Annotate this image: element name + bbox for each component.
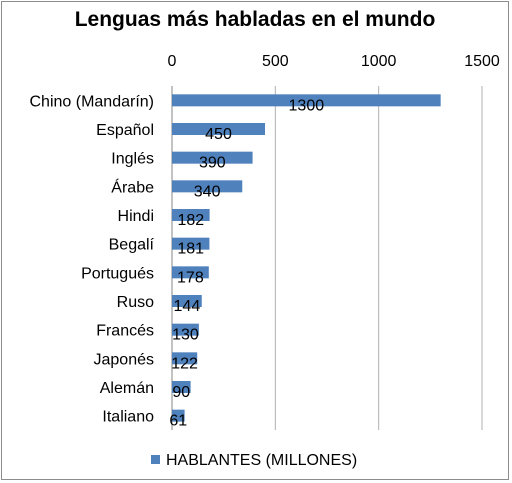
- category-label: Inglés: [111, 151, 154, 168]
- data-label: 130: [172, 327, 199, 344]
- bar: [172, 266, 209, 279]
- x-tick-label-0: 0: [168, 53, 177, 70]
- bars: [172, 94, 441, 422]
- category-label: Alemán: [100, 380, 154, 397]
- data-label: 340: [194, 183, 221, 200]
- category-label: Italiano: [102, 409, 154, 426]
- data-label: 178: [177, 269, 204, 286]
- category-label: Begalí: [109, 237, 155, 254]
- bar: [172, 237, 210, 250]
- category-label: Árabe: [111, 177, 154, 196]
- data-label: 61: [169, 413, 187, 430]
- bar: [172, 151, 253, 164]
- bar: [172, 209, 210, 221]
- gridlines: [171, 86, 483, 430]
- chart-title: Lenguas más habladas en el mundo: [74, 8, 436, 31]
- data-label: 450: [205, 126, 232, 143]
- x-tick-label-1500: 1500: [464, 53, 500, 70]
- x-axis-ticks: 0 500 1000 1500: [168, 53, 500, 70]
- legend: HABLANTES (MILLONES): [151, 452, 357, 469]
- category-label: Ruso: [117, 294, 154, 311]
- bar: [172, 409, 185, 422]
- category-labels: Chino (Mandarín) Español Inglés Árabe Hindi B…: [30, 93, 155, 425]
- category-label: Japonés: [94, 351, 155, 368]
- bar: [172, 352, 198, 365]
- data-label: 1300: [289, 97, 325, 114]
- bar: [172, 180, 243, 193]
- data-label: 90: [172, 384, 190, 401]
- data-label: 182: [177, 212, 204, 229]
- bar: [172, 123, 265, 135]
- category-label: Francés: [96, 323, 154, 340]
- category-label: Español: [96, 122, 154, 139]
- bar: [172, 381, 191, 393]
- category-label: Chino (Mandarín): [30, 93, 155, 110]
- category-label: Portugués: [81, 265, 154, 282]
- data-label: 390: [199, 155, 226, 172]
- x-tick-label-500: 500: [262, 53, 289, 70]
- legend-swatch: [151, 455, 160, 464]
- bar: [172, 323, 199, 336]
- bar: [172, 94, 441, 107]
- data-label: 122: [171, 355, 198, 372]
- legend-label: HABLANTES (MILLONES): [166, 452, 357, 469]
- data-label: 144: [174, 298, 201, 315]
- category-label: Hindi: [118, 208, 154, 225]
- data-labels: 1300 450 390 340 182 181 178 144 130 122 90 61: [169, 97, 324, 429]
- data-label: 181: [177, 241, 204, 258]
- x-tick-label-1000: 1000: [361, 53, 397, 70]
- bar: [172, 295, 202, 307]
